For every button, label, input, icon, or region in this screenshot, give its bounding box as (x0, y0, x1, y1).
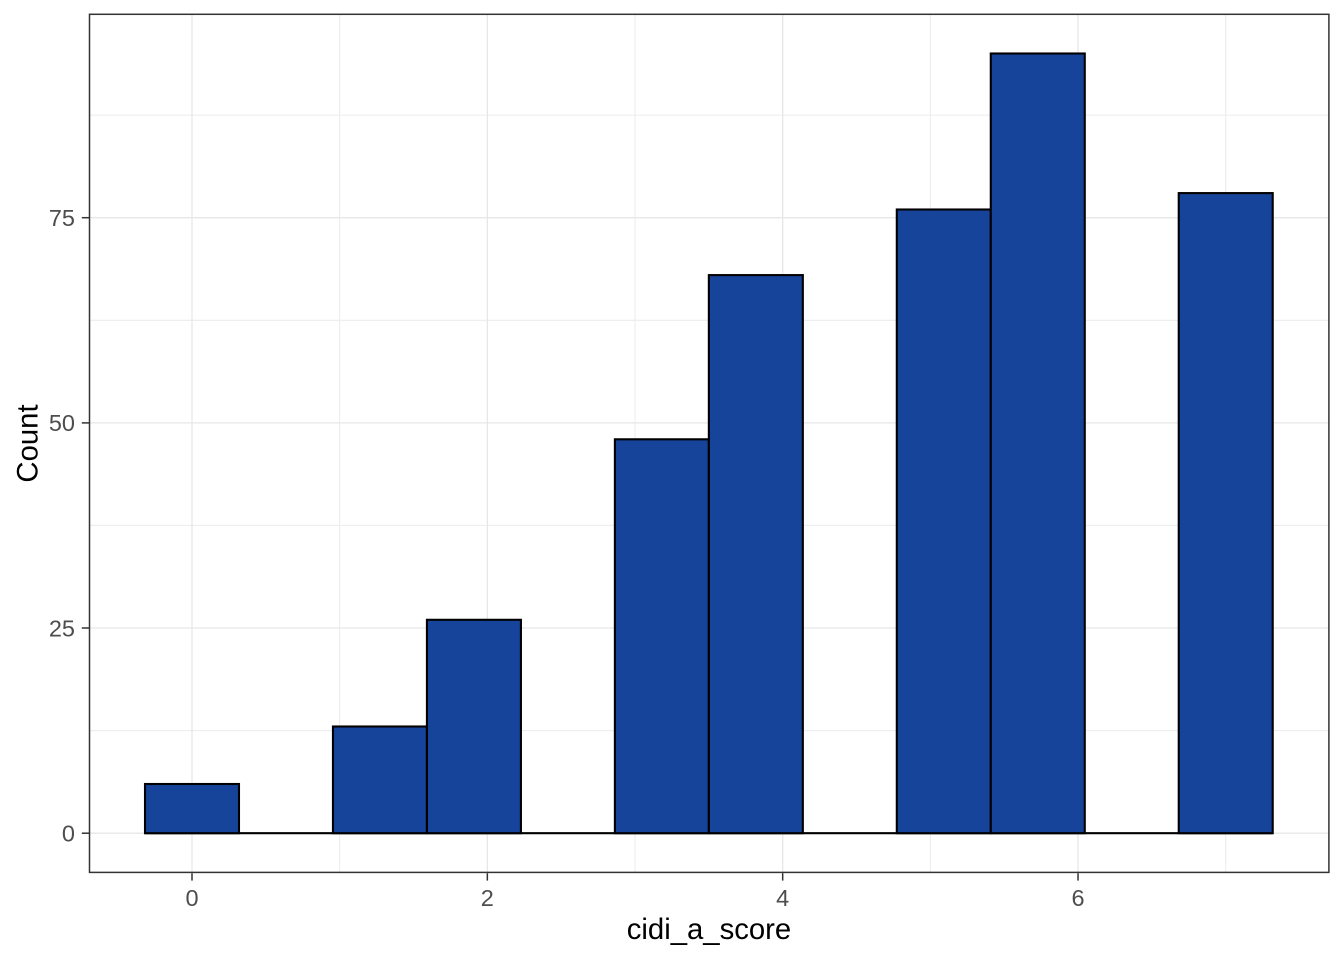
svg-text:2: 2 (481, 885, 494, 911)
svg-text:cidi_a_score: cidi_a_score (627, 913, 791, 946)
svg-text:6: 6 (1071, 885, 1084, 911)
svg-text:75: 75 (49, 205, 75, 231)
svg-text:0: 0 (62, 821, 75, 847)
svg-text:Count: Count (12, 404, 45, 482)
svg-text:4: 4 (776, 885, 789, 911)
svg-text:25: 25 (49, 615, 75, 641)
svg-text:50: 50 (49, 410, 75, 436)
svg-text:0: 0 (185, 885, 198, 911)
